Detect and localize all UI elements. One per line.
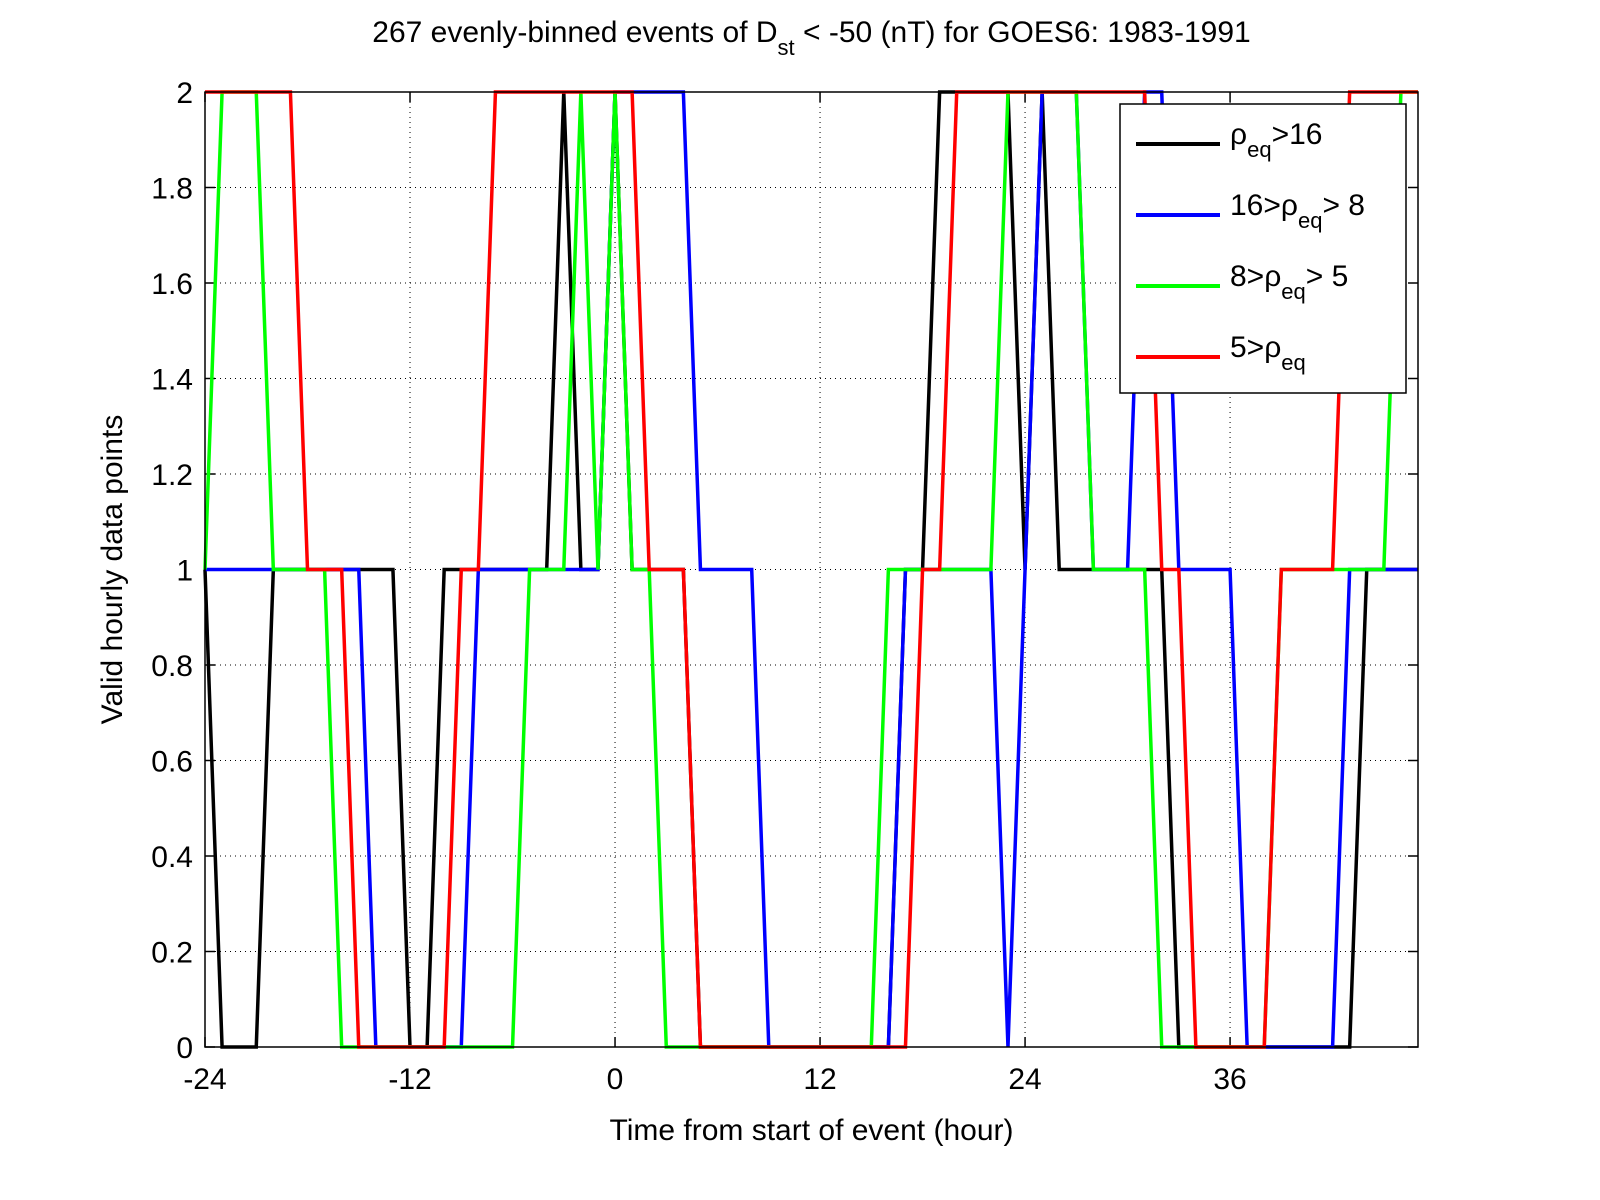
legend-label-part: eq bbox=[1298, 208, 1322, 233]
chart-title-part: 267 evenly-binned events of D bbox=[372, 16, 777, 49]
y-tick-label: 0.6 bbox=[151, 746, 193, 779]
x-tick-label: -24 bbox=[183, 1063, 226, 1096]
x-tick-label: 24 bbox=[1008, 1063, 1041, 1096]
legend-label: 5>ρeq bbox=[1230, 331, 1306, 375]
legend-label-part: 16>ρ bbox=[1230, 189, 1298, 222]
x-tick-label: 12 bbox=[803, 1063, 836, 1096]
legend-label-part: ρ bbox=[1230, 118, 1247, 151]
x-tick-label: 0 bbox=[607, 1063, 624, 1096]
chart-title-part: st bbox=[778, 35, 795, 60]
legend-box bbox=[1119, 103, 1407, 394]
chart-title-part: < -50 (nT) for GOES6: 1983-1991 bbox=[795, 16, 1251, 49]
x-axis-label: Time from start of event (hour) bbox=[609, 1114, 1013, 1147]
legend-label: 16>ρeq> 8 bbox=[1230, 189, 1365, 233]
legend-label-part: eq bbox=[1247, 137, 1271, 162]
y-tick-label: 1 bbox=[176, 555, 193, 588]
legend-label-part: eq bbox=[1281, 279, 1305, 304]
legend-label-part: > 5 bbox=[1306, 260, 1349, 293]
legend-label: 8>ρeq> 5 bbox=[1230, 260, 1348, 304]
y-tick-label: 2 bbox=[176, 77, 193, 110]
y-tick-label: 1.6 bbox=[151, 268, 193, 301]
x-tick-label: -12 bbox=[388, 1063, 431, 1096]
y-tick-label: 1.8 bbox=[151, 173, 193, 206]
legend-label: ρeq>16 bbox=[1230, 118, 1322, 162]
y-axis-label: Valid hourly data points bbox=[96, 415, 129, 725]
chart-title: 267 evenly-binned events of Dst < -50 (n… bbox=[372, 16, 1250, 60]
plot-frame bbox=[204, 91, 1419, 1048]
legend-label-part: eq bbox=[1281, 350, 1305, 375]
x-tick-label: 36 bbox=[1213, 1063, 1246, 1096]
y-tick-label: 1.2 bbox=[151, 459, 193, 492]
legend-label-part: 5>ρ bbox=[1230, 331, 1281, 364]
legend-label-part: 8>ρ bbox=[1230, 260, 1281, 293]
y-tick-label: 0.2 bbox=[151, 937, 193, 970]
y-tick-label: 0.8 bbox=[151, 650, 193, 683]
y-tick-label: 0.4 bbox=[151, 841, 193, 874]
legend-label-part: > 8 bbox=[1322, 189, 1365, 222]
y-tick-label: 1.4 bbox=[151, 364, 193, 397]
y-tick-label: 0 bbox=[176, 1032, 193, 1065]
legend-label-part: >16 bbox=[1272, 118, 1323, 151]
